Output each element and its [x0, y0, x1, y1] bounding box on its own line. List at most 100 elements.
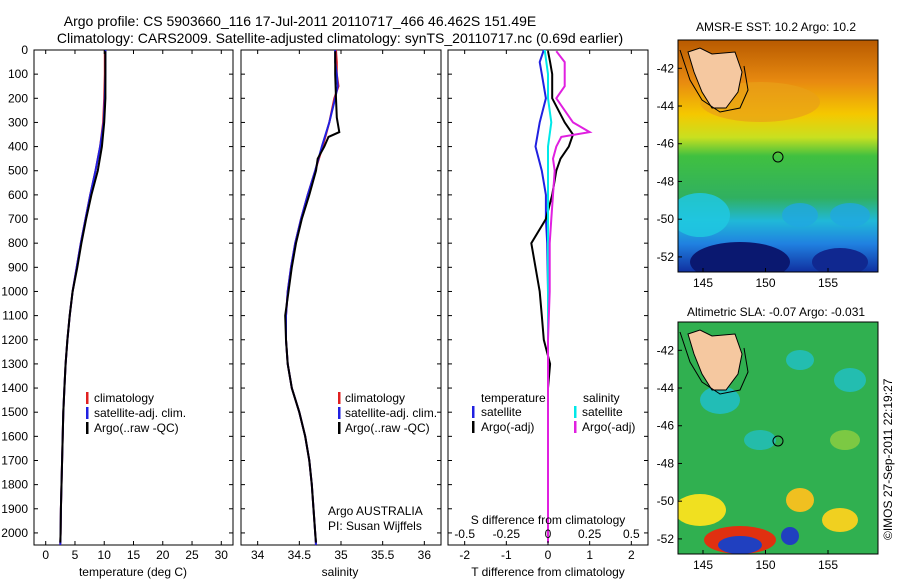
- sla-low-core: [718, 536, 762, 554]
- depth-tick-label: 1900: [1, 502, 28, 516]
- legend-argo-swatch: [86, 422, 89, 434]
- sla-high: [822, 508, 858, 532]
- s-x-tick-label: 0.5: [623, 527, 640, 541]
- depth-tick-label: 1400: [1, 381, 28, 395]
- map-y-tick-label: -52: [657, 250, 675, 264]
- sla-map: [678, 322, 878, 554]
- series-line-argo-raw-qc-: [59, 51, 107, 543]
- x-tick-label: 25: [185, 548, 199, 562]
- sla-anomaly: [830, 430, 860, 450]
- legend-climatology: climatology: [94, 391, 154, 405]
- header-line-2: Climatology: CARS2009. Satellite-adjuste…: [57, 30, 623, 46]
- header-line-1: Argo profile: CS 5903660_116 17-Jul-2011…: [64, 13, 537, 29]
- map-y-tick-label: -50: [657, 212, 675, 226]
- legend-temperature-group: temperature: [481, 391, 546, 405]
- sst-map: [678, 40, 878, 272]
- sst-map-title: AMSR-E SST: 10.2 Argo: 10.2: [696, 20, 856, 34]
- map-y-tick-label: -52: [657, 532, 675, 546]
- x-tick-label: 15: [127, 548, 141, 562]
- depth-tick-label: 200: [8, 91, 28, 105]
- sst-cold-eddy: [830, 203, 870, 227]
- argo-float-marker: [772, 151, 784, 163]
- legend-argo-swatch: [338, 422, 341, 434]
- legend-s-argo-swatch: [574, 421, 577, 433]
- map-y-tick-label: -46: [657, 419, 675, 433]
- depth-tick-label: 900: [8, 260, 28, 274]
- temperature-xlabel: temperature (deg C): [79, 565, 187, 579]
- x-tick-label: 10: [98, 548, 112, 562]
- s-x-tick-label: -0.5: [454, 527, 475, 541]
- map-x-tick-label: 155: [818, 558, 838, 572]
- sst-cold-core: [690, 242, 790, 272]
- x-tick-label: 35: [334, 548, 348, 562]
- s-x-tick-label: 0.25: [578, 527, 602, 541]
- x-tick-label: 5: [72, 548, 79, 562]
- map-x-tick-label: 145: [693, 558, 713, 572]
- temperature-panel-frame: [33, 49, 234, 546]
- depth-tick-label: 100: [8, 67, 28, 81]
- depth-tick-label: 1000: [1, 284, 28, 298]
- legend-climatology-swatch: [86, 392, 89, 404]
- sla-anomaly: [700, 386, 740, 414]
- sst-map-axes: 145 150 155 -42 -44 -46 -48 -50 -52: [657, 61, 839, 290]
- coastline-contour: [679, 331, 749, 395]
- depth-tick-label: 1500: [1, 405, 28, 419]
- salinity-legend: climatology satellite-adj. clim. Argo(..…: [328, 391, 437, 533]
- map-y-tick-label: -44: [657, 99, 675, 113]
- sla-map-axes: 145 150 155 -42 -44 -46 -48 -50 -52: [657, 343, 839, 572]
- x-tick-label: 35.5: [371, 548, 395, 562]
- x-tick-label: 36: [418, 548, 432, 562]
- sla-anomaly: [834, 368, 866, 392]
- sla-map-title: Altimetric SLA: -0.07 Argo: -0.031: [687, 305, 865, 319]
- depth-tick-label: 700: [8, 212, 28, 226]
- legend-satellite: satellite-adj. clim.: [94, 406, 186, 420]
- depth-tick-label: 800: [8, 236, 28, 250]
- coastline-contour: [679, 49, 749, 113]
- legend-t-argo-swatch: [472, 421, 475, 433]
- x-tick-label: 20: [156, 548, 170, 562]
- map-y-tick-label: -46: [657, 137, 675, 151]
- s-difference-xlabel: S difference from climatology: [471, 513, 626, 527]
- x-tick-label: 0: [545, 548, 552, 562]
- tasmania-land: [687, 47, 743, 109]
- argo-program-label: Argo AUSTRALIA: [328, 504, 423, 518]
- depth-tick-label: 1700: [1, 453, 28, 467]
- depth-tick-label: 1100: [2, 309, 28, 323]
- legend-s-argo: Argo(-adj): [582, 420, 635, 434]
- sst-map-frame: [677, 39, 879, 273]
- legend-s-satellite: satellite: [582, 405, 623, 419]
- legend-satellite: satellite-adj. clim.: [345, 406, 437, 420]
- depth-tick-label: 1200: [1, 333, 28, 347]
- x-tick-label: 1: [586, 548, 593, 562]
- x-tick-label: 30: [215, 548, 229, 562]
- map-x-tick-label: 150: [755, 558, 775, 572]
- sla-anomaly: [744, 430, 776, 450]
- depth-tick-label: 1600: [1, 429, 28, 443]
- salinity-xlabel: salinity: [322, 565, 359, 579]
- depth-axis: 0 100 200 300 400 500 600 700 800 900 1000 1100 1200…: [1, 43, 648, 540]
- x-tick-label: -2: [459, 548, 470, 562]
- legend-climatology-swatch: [338, 392, 341, 404]
- legend-t-satellite-swatch: [472, 406, 475, 418]
- map-x-tick-label: 150: [755, 276, 775, 290]
- depth-tick-label: 600: [8, 188, 28, 202]
- map-x-tick-label: 155: [818, 276, 838, 290]
- map-y-tick-label: -48: [657, 456, 675, 470]
- pi-label: PI: Susan Wijffels: [328, 519, 422, 533]
- depth-tick-label: 1800: [1, 478, 28, 492]
- temperature-legend: climatology satellite-adj. clim. Argo(..…: [86, 391, 186, 435]
- sla-high: [786, 488, 814, 512]
- legend-s-satellite-swatch: [574, 406, 577, 418]
- legend-salinity-group: salinity: [583, 391, 620, 405]
- series-line-argo-raw-qc-: [284, 51, 341, 543]
- legend-argo: Argo(..raw -QC): [94, 421, 179, 435]
- imos-credit: ©IMOS 27-Sep-2011 22:19:27: [881, 378, 895, 540]
- legend-t-satellite: satellite: [481, 405, 522, 419]
- map-x-tick-label: 145: [693, 276, 713, 290]
- s-x-tick-label: 0: [545, 527, 552, 541]
- x-tick-label: -1: [501, 548, 512, 562]
- sla-map-frame: [677, 321, 879, 555]
- t-difference-xlabel: T difference from climatology: [471, 565, 625, 579]
- depth-tick-label: 0: [21, 43, 28, 57]
